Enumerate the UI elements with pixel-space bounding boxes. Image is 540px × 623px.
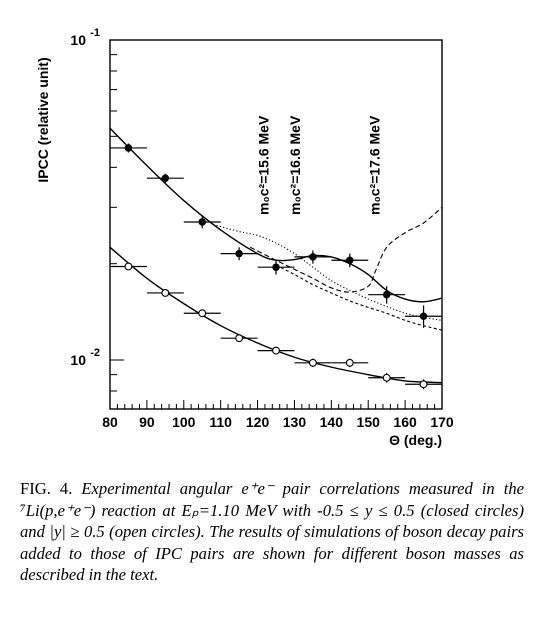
point-marker — [198, 309, 207, 318]
figure-caption: FIG. 4. Experimental angular e⁺e⁻ pair c… — [20, 478, 524, 586]
y-tick-exponent: -2 — [90, 347, 100, 359]
closed-circle-point — [183, 215, 221, 229]
x-tick-label: 150 — [357, 414, 381, 430]
point-marker — [272, 263, 280, 271]
x-tick-label: 110 — [209, 414, 232, 430]
x-tick-label: 100 — [172, 414, 196, 430]
data-points — [110, 143, 442, 390]
point-marker — [345, 358, 354, 367]
x-tick-label: 90 — [139, 414, 155, 430]
axis-labels: Θ (deg.) IPCC (relative unit) m₀c²=15.6 Me… — [35, 57, 442, 448]
open-circle-point — [110, 262, 147, 271]
point-marker — [161, 289, 170, 297]
plot-frame — [109, 39, 443, 410]
caption-text: Experimental angular e⁺e⁻ pair correlati… — [20, 479, 524, 585]
closed-circle-point — [294, 250, 332, 264]
x-tick-label: 140 — [320, 414, 344, 430]
open-circle-point — [405, 379, 442, 390]
y-tick-label: 10 — [70, 352, 86, 368]
chart: 80 90 100 110 120 130 140 150 160 170 10 -1 10 -2 Θ (… — [35, 27, 454, 448]
mass-annotation: m₀c²=17.6 MeV — [366, 115, 382, 215]
y-axis-label: IPCC (relative unit) — [35, 57, 51, 182]
open-circle-point — [146, 289, 184, 297]
closed-circle-point — [257, 260, 295, 275]
open-circle-point — [331, 358, 369, 368]
x-tick-label: 120 — [246, 414, 270, 430]
point-marker — [419, 312, 428, 320]
curve-dashed-2 — [249, 206, 442, 293]
point-marker — [382, 373, 391, 382]
open-circle-point — [183, 309, 221, 318]
open-circle-point — [368, 373, 406, 383]
y-tick-exponent: -1 — [90, 27, 100, 39]
x-axis-label: Θ (deg.) — [389, 432, 442, 448]
point-marker — [308, 358, 317, 367]
curve-short-dashed-3 — [275, 264, 442, 331]
point-marker — [309, 253, 317, 261]
closed-circle-point — [220, 247, 258, 261]
point-marker — [235, 334, 244, 343]
closed-circle-point — [110, 143, 147, 153]
x-tick-label: 130 — [283, 414, 307, 430]
point-marker — [235, 249, 243, 258]
mass-annotation: m₀c²=16.6 MeV — [287, 115, 303, 215]
point-marker — [272, 346, 280, 355]
closed-circle-point — [146, 173, 184, 183]
tick-labels: 80 90 100 110 120 130 140 150 160 170 10 -1 10 -2 — [70, 27, 453, 430]
curve-dotted-1 — [213, 224, 442, 321]
point-marker — [382, 290, 391, 299]
y-tick-label: 10 — [70, 32, 86, 48]
mass-annotation: m₀c²=15.6 MeV — [256, 115, 272, 215]
plot-frame-rect — [109, 39, 443, 410]
open-circle-point — [220, 334, 258, 343]
curve-solid-0 — [110, 127, 442, 303]
x-tick-label: 80 — [102, 414, 118, 430]
point-marker — [198, 218, 206, 226]
caption-fig-label: FIG. 4. — [20, 479, 73, 498]
closed-circle-point — [405, 305, 442, 328]
point-marker — [161, 174, 170, 182]
point-marker — [124, 262, 133, 271]
point-marker — [124, 144, 133, 152]
curves — [110, 127, 442, 384]
x-tick-label: 160 — [393, 414, 417, 430]
point-marker — [419, 380, 428, 389]
closed-circle-point — [331, 253, 369, 268]
point-marker — [346, 256, 354, 264]
open-circle-point — [257, 346, 295, 355]
open-circle-point — [294, 358, 332, 368]
x-tick-label: 170 — [430, 414, 454, 430]
closed-circle-point — [368, 286, 406, 304]
